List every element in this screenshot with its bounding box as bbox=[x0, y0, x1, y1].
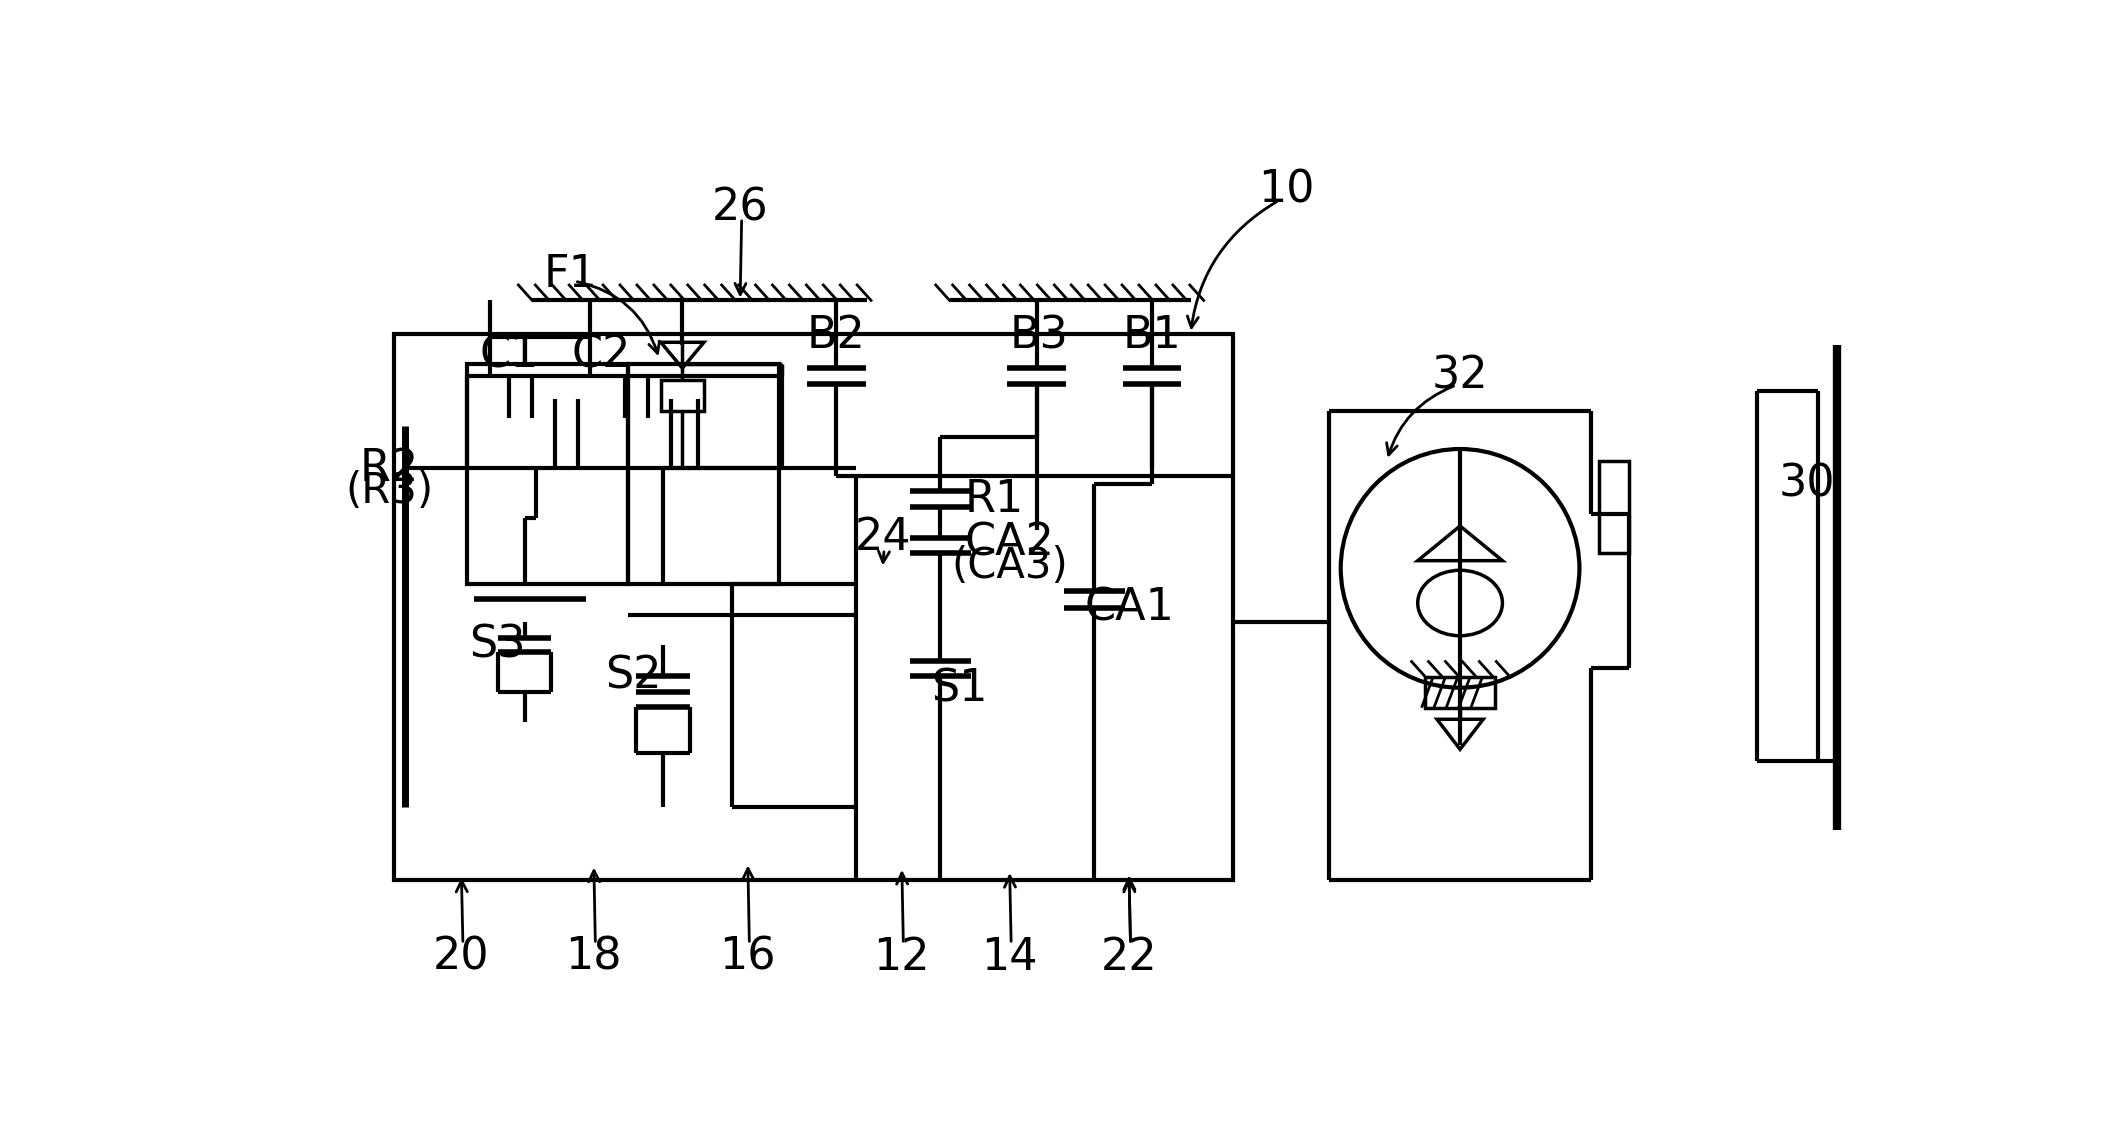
Text: B1: B1 bbox=[1122, 314, 1181, 358]
Bar bbox=[395, 334, 1232, 880]
Text: 16: 16 bbox=[719, 936, 776, 978]
Text: 10: 10 bbox=[1258, 168, 1315, 211]
Text: (CA3): (CA3) bbox=[950, 545, 1069, 588]
Text: R1: R1 bbox=[965, 478, 1024, 520]
Text: CA1: CA1 bbox=[1084, 586, 1173, 630]
Text: B3: B3 bbox=[1010, 314, 1069, 358]
Text: R2: R2 bbox=[361, 447, 420, 489]
Text: F1: F1 bbox=[543, 253, 598, 296]
Text: C1: C1 bbox=[479, 334, 539, 376]
Text: B2: B2 bbox=[806, 314, 865, 358]
Bar bbox=[1425, 677, 1495, 708]
Text: 32: 32 bbox=[1432, 354, 1489, 398]
Text: (R3): (R3) bbox=[346, 471, 435, 512]
Text: 26: 26 bbox=[713, 186, 768, 230]
Text: S2: S2 bbox=[607, 655, 662, 697]
Text: 22: 22 bbox=[1101, 936, 1158, 978]
Text: S3: S3 bbox=[469, 624, 526, 666]
Text: C2: C2 bbox=[573, 334, 632, 376]
Bar bbox=[628, 365, 778, 584]
Text: 20: 20 bbox=[433, 936, 490, 978]
Text: 30: 30 bbox=[1777, 462, 1835, 505]
Bar bbox=[1599, 461, 1629, 553]
Bar bbox=[662, 379, 704, 410]
Text: S1: S1 bbox=[931, 668, 988, 711]
Bar bbox=[467, 365, 628, 584]
Text: 18: 18 bbox=[566, 936, 621, 978]
Text: 12: 12 bbox=[874, 936, 931, 978]
Text: CA2: CA2 bbox=[965, 521, 1054, 565]
Text: 14: 14 bbox=[982, 936, 1037, 978]
Text: 24: 24 bbox=[855, 515, 910, 559]
